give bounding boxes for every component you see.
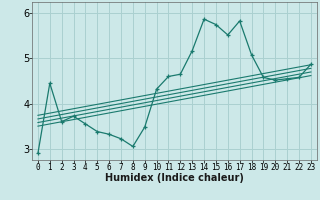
X-axis label: Humidex (Indice chaleur): Humidex (Indice chaleur) [105,173,244,183]
